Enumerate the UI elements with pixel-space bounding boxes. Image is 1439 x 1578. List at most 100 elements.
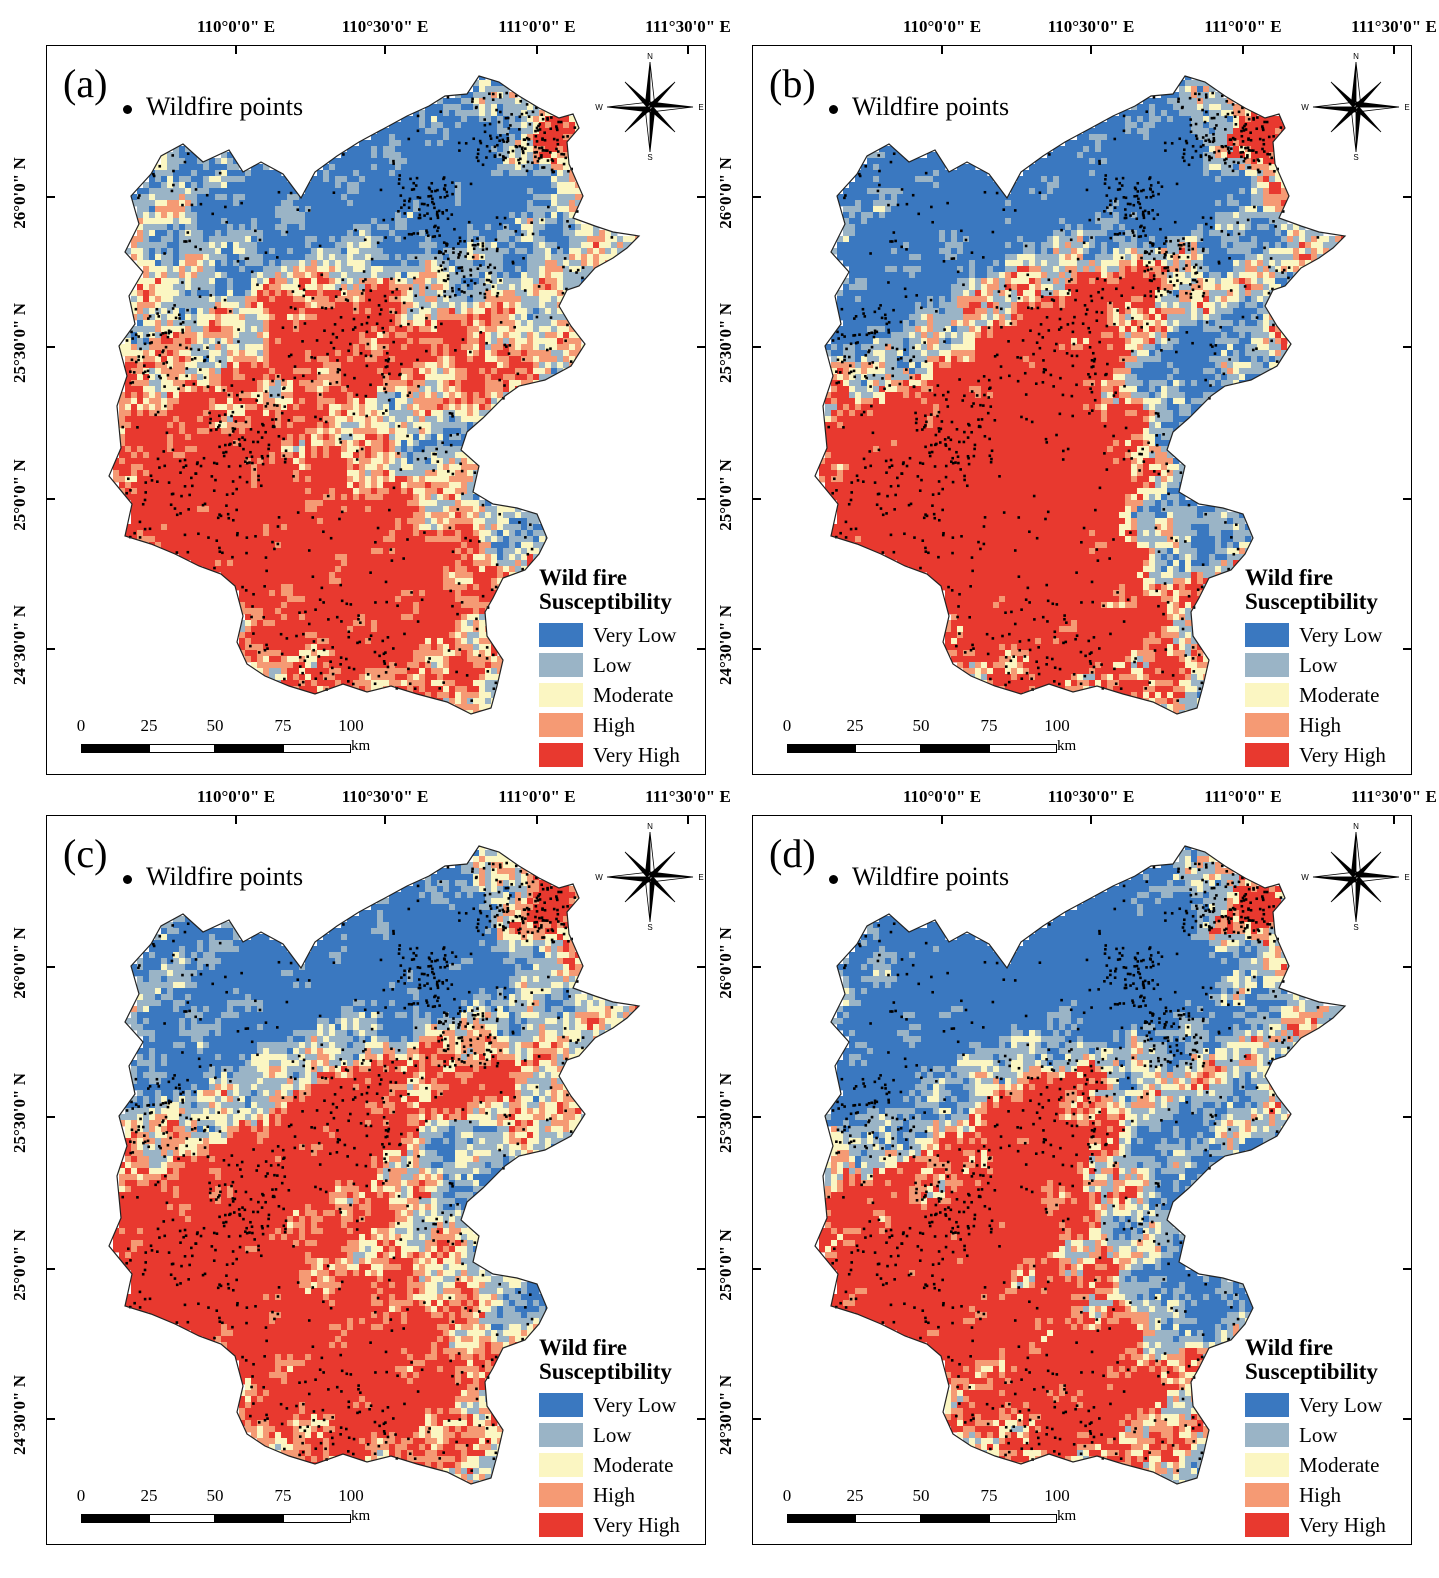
wildfire-points-legend: Wildfire points xyxy=(123,862,303,892)
panel-label: (d) xyxy=(769,830,816,877)
susceptibility-legend: Wild fire Susceptibility Very Low Low Modera… xyxy=(539,566,680,770)
legend-item: Very Low xyxy=(1245,1390,1386,1420)
susceptibility-raster xyxy=(113,76,639,714)
frame-tick xyxy=(384,816,386,824)
latitude-label: 25°30'0" N xyxy=(10,273,30,413)
wildfire-points xyxy=(827,861,1320,1472)
frame-tick xyxy=(1393,46,1395,54)
frame-tick xyxy=(1242,816,1244,824)
panel-label: (a) xyxy=(63,60,107,107)
wildfire-points-label: Wildfire points xyxy=(146,92,303,121)
latitude-label: 24°30'0" N xyxy=(10,575,30,715)
legend-label: Very Low xyxy=(593,623,676,648)
susceptibility-map xyxy=(108,845,641,1485)
scale-segment xyxy=(81,744,149,753)
legend-item: Moderate xyxy=(1245,680,1386,710)
susceptibility-legend: Wild fire Susceptibility Very Low Low Modera… xyxy=(1245,1336,1386,1540)
frame-tick xyxy=(753,196,761,198)
scale-unit: km xyxy=(351,1508,370,1525)
frame-tick xyxy=(697,648,705,650)
wildfire-point-symbol xyxy=(829,874,838,884)
study-area-outline xyxy=(814,75,1347,715)
legend-title: Wild fire xyxy=(1245,1336,1386,1360)
longitude-label: 111°30'0" E xyxy=(1351,17,1437,37)
legend-label: Low xyxy=(1299,1423,1338,1448)
frame-tick xyxy=(1403,648,1411,650)
frame-tick xyxy=(47,648,55,650)
scale-tick-label: 0 xyxy=(783,1486,792,1506)
susceptibility-legend: Wild fire Susceptibility Very Low Low Modera… xyxy=(1245,566,1386,770)
wildfire-points xyxy=(121,861,614,1472)
frame-tick xyxy=(753,498,761,500)
scale-bar: 0 25 50 75 100 km xyxy=(75,716,375,756)
scale-segment xyxy=(989,744,1057,753)
frame-tick xyxy=(697,966,705,968)
latitude-label: 25°0'0" N xyxy=(716,1195,736,1335)
legend-swatch xyxy=(539,1513,583,1537)
wildfire-point-symbol xyxy=(123,104,132,114)
panel-label: (b) xyxy=(769,60,816,107)
scale-segment xyxy=(215,1514,283,1523)
frame-tick xyxy=(1403,1268,1411,1270)
legend-label: High xyxy=(1299,713,1341,738)
frame-tick xyxy=(47,1418,55,1420)
scale-tick-label: 0 xyxy=(783,716,792,736)
scale-tick-label: 0 xyxy=(77,716,86,736)
legend-swatch xyxy=(539,623,583,647)
scale-tick-label: 50 xyxy=(913,1486,930,1506)
legend-swatch xyxy=(539,743,583,767)
frame-tick xyxy=(697,346,705,348)
legend-swatch xyxy=(1245,623,1289,647)
legend-title: Susceptibility xyxy=(1245,1360,1386,1384)
legend-label: Very Low xyxy=(593,1393,676,1418)
latitude-label: 25°30'0" N xyxy=(10,1043,30,1183)
legend-item: Low xyxy=(539,650,680,680)
scale-unit: km xyxy=(1057,1508,1076,1525)
panel-label: (c) xyxy=(63,830,107,877)
legend-item: Moderate xyxy=(1245,1450,1386,1480)
frame-tick xyxy=(1393,816,1395,824)
latitude-label: 26°0'0" N xyxy=(10,123,30,263)
scale-segment xyxy=(149,744,215,753)
scale-tick-label: 50 xyxy=(207,1486,224,1506)
scale-tick-label: 25 xyxy=(141,1486,158,1506)
compass-letter-n: N xyxy=(1353,822,1359,831)
frame-tick xyxy=(47,196,55,198)
legend-label: High xyxy=(593,713,635,738)
scale-segment xyxy=(787,744,855,753)
compass-letter-w: W xyxy=(595,103,603,112)
scale-tick-label: 75 xyxy=(275,716,292,736)
legend-label: Low xyxy=(593,1423,632,1448)
legend-item: Moderate xyxy=(539,1450,680,1480)
study-area-outline xyxy=(108,845,641,1485)
legend-item: High xyxy=(539,1480,680,1510)
legend-title: Wild fire xyxy=(1245,566,1386,590)
susceptibility-raster xyxy=(819,846,1345,1484)
scale-segment xyxy=(921,1514,989,1523)
longitude-label: 110°30'0" E xyxy=(342,787,429,807)
longitude-label: 110°30'0" E xyxy=(1048,787,1135,807)
legend-item: Low xyxy=(1245,1420,1386,1450)
scale-tick-label: 25 xyxy=(141,716,158,736)
longitude-label: 110°0'0" E xyxy=(197,17,275,37)
legend-item: High xyxy=(1245,710,1386,740)
frame-tick xyxy=(697,1268,705,1270)
scale-segment xyxy=(855,1514,921,1523)
frame-tick xyxy=(235,816,237,824)
compass-letter-n: N xyxy=(647,822,653,831)
frame-tick xyxy=(47,498,55,500)
study-area-outline xyxy=(814,845,1347,1485)
frame-tick xyxy=(697,1116,705,1118)
compass-letter-w: W xyxy=(595,873,603,882)
legend-item: Low xyxy=(1245,650,1386,680)
frame-tick xyxy=(687,46,689,54)
legend-swatch xyxy=(1245,1483,1289,1507)
scale-tick-label: 75 xyxy=(981,716,998,736)
legend-label: Very High xyxy=(593,1513,680,1538)
wildfire-points xyxy=(121,91,614,702)
compass-letter-w: W xyxy=(1301,103,1309,112)
susceptibility-map xyxy=(108,75,641,715)
scale-tick-label: 25 xyxy=(847,1486,864,1506)
compass-letter-s: S xyxy=(1353,923,1358,932)
scale-tick-label: 100 xyxy=(338,716,364,736)
